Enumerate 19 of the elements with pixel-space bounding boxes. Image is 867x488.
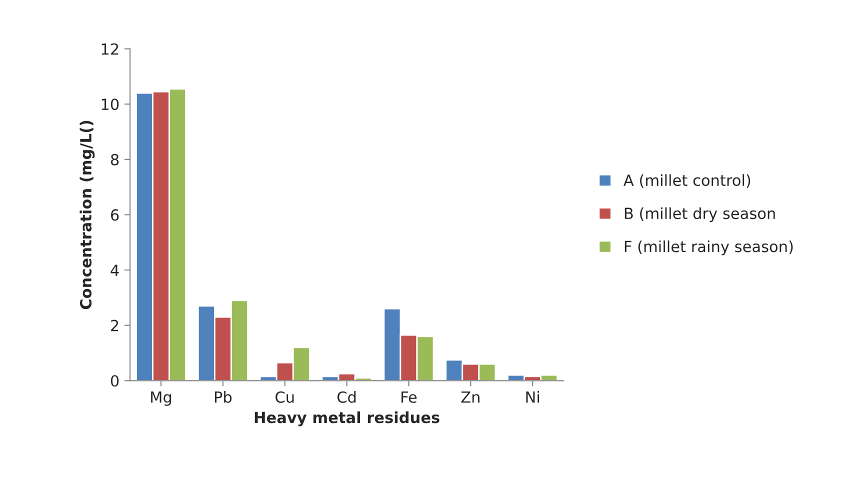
y-tick-label: 10	[102, 98, 119, 110]
x-tick-label: Cu	[276, 391, 294, 403]
y-tick-label: 2	[111, 320, 118, 332]
x-tick-label: Cd	[337, 391, 356, 403]
x-tick-label: Mg	[151, 392, 172, 406]
y-tick-label: 6	[110, 209, 119, 221]
y-tick-label: 4	[110, 264, 119, 276]
legend-label: F (millet rainy season)	[624, 240, 793, 256]
x-tick-label: Ni	[526, 391, 539, 403]
x-tick-label: Zn	[461, 392, 480, 403]
y-axis-title: Concentration (mg/L()	[80, 120, 95, 310]
y-tick-label: 8	[110, 154, 119, 166]
x-tick-label: Fe	[402, 392, 417, 403]
legend-label: B (millet dry season	[624, 207, 775, 222]
x-tick-label: Pb	[214, 391, 232, 403]
legend-label: A (millet control)	[624, 174, 750, 188]
x-axis-title: Heavy metal residues	[254, 411, 440, 426]
y-tick-label: 0	[110, 375, 119, 387]
y-tick-label: 12	[102, 43, 118, 55]
